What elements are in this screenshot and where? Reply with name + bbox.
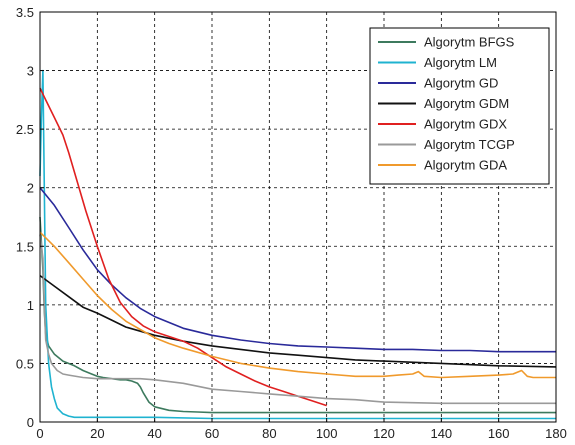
x-tick-label: 100 — [316, 426, 338, 441]
legend-label: Algorytm LM — [424, 55, 497, 70]
y-tick-label: 1.5 — [16, 239, 34, 254]
legend-label: Algorytm GDM — [424, 96, 509, 111]
y-tick-label: 0 — [27, 415, 34, 430]
x-tick-label: 0 — [36, 426, 43, 441]
series-line-algorytm-gdm — [39, 274, 557, 368]
legend-label: Algorytm GDA — [424, 158, 507, 173]
tick-layer: 0 20 40 60 80 100 120 140 160 180 0 0.5 1 1.5 2 2.5 3 3.5 — [16, 5, 567, 441]
y-tick-label: 3 — [27, 64, 34, 79]
series-line-algorytm-gd — [39, 187, 556, 353]
series-line-algorytm-bfgs — [39, 216, 556, 414]
series-layer — [39, 69, 557, 420]
series-line-algorytm-gdx — [39, 87, 327, 407]
legend-label: Algorytm GD — [424, 76, 498, 91]
x-tick-label: 20 — [90, 426, 104, 441]
legend-label: Algorytm GDX — [424, 117, 507, 132]
series-line-algorytm-lm — [39, 69, 556, 420]
grid-layer — [40, 12, 556, 422]
plot-frame — [39, 11, 557, 423]
x-tick-label: 60 — [205, 426, 219, 441]
x-tick-label: 40 — [147, 426, 161, 441]
x-tick-label: 160 — [488, 426, 510, 441]
y-tick-label: 3.5 — [16, 5, 34, 20]
x-tick-label: 80 — [262, 426, 276, 441]
x-tick-label: 140 — [430, 426, 452, 441]
x-tick-label: 120 — [373, 426, 395, 441]
y-tick-label: 2.5 — [16, 122, 34, 137]
series-line-algorytm-tcgp — [39, 234, 556, 405]
legend-label: Algorytm TCGP — [424, 137, 515, 152]
y-tick-label: 0.5 — [16, 356, 34, 371]
series-line-algorytm-gda — [39, 231, 556, 379]
y-tick-label: 1 — [27, 298, 34, 313]
legend: Algorytm BFGS Algorytm LM Algorytm GD Algor… — [369, 27, 550, 185]
legend-box — [369, 27, 550, 185]
y-tick-label: 2 — [27, 181, 34, 196]
legend-label: Algorytm BFGS — [424, 35, 515, 50]
x-tick-label: 180 — [545, 426, 567, 441]
